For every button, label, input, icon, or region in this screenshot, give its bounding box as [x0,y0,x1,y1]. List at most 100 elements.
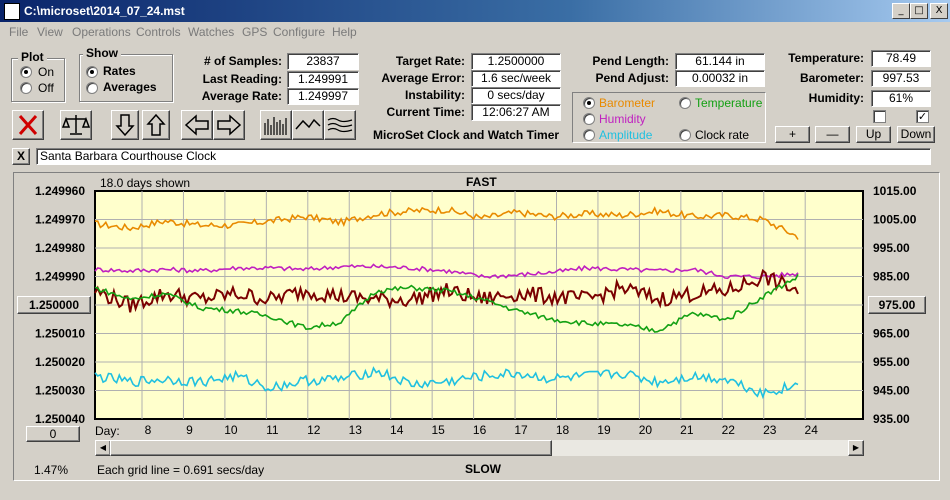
right-axis-tick: 965.00 [873,327,910,341]
sensor-amplitude-label: Amplitude [599,128,653,142]
scale-minus-button[interactable]: — [815,126,850,143]
arrow-right-button[interactable] [213,110,245,140]
x-axis-tick: 19 [597,423,611,437]
menu-configure[interactable]: Configure [273,25,326,39]
days-shown-label: 18.0 days shown [100,176,191,190]
bars-view-button[interactable] [260,110,292,140]
show-group [79,54,173,102]
right-axis-tick: 955.00 [873,355,910,369]
show-group-title: Show [83,46,121,60]
arrow-left-button[interactable] [181,110,213,140]
sensor-temperature-label: Temperature [695,96,763,110]
right-axis-tick: 1005.00 [873,213,917,227]
samples-label: # of Samples: [203,54,282,68]
left-axis-tick: 1.250010 [35,327,85,341]
checkbox-right[interactable]: ✓ [916,110,929,123]
menu-watches[interactable]: Watches [188,25,235,39]
last-reading-label: Last Reading: [202,72,282,86]
average-rate-value: 1.249997 [287,88,359,105]
arrow-down-icon [115,114,135,137]
offset-button[interactable]: 0 [26,426,80,442]
left-axis-tick: 1.250030 [35,384,85,398]
sensor-clock-rate-radio[interactable] [679,129,691,141]
line-view-button[interactable] [292,110,324,140]
right-axis-value-button[interactable]: 975.00 [868,296,926,314]
menu-view[interactable]: View [37,25,63,39]
left-axis-tick: 1.249990 [35,270,85,284]
series-line [94,268,799,313]
x-axis-tick: 14 [390,423,404,437]
clear-name-button[interactable]: X [12,148,30,165]
delete-button[interactable] [12,110,44,140]
scroll-right-icon[interactable]: ▶ [848,440,864,456]
plot-group-title: Plot [18,50,47,64]
window-title: C:\microset\2014_07_24.mst [24,4,185,18]
horizontal-scrollbar[interactable]: ◀ ▶ [95,440,864,456]
sensor-barometer-label: Barometer [599,96,656,110]
x-axis-tick: 11 [266,423,279,437]
last-reading-value: 1.249991 [287,71,359,88]
sensor-temperature-radio[interactable] [679,97,691,109]
instability-value: 0 secs/day [471,87,561,104]
menu-help[interactable]: Help [332,25,357,39]
scale-plus-button[interactable]: + [775,126,810,143]
left-axis-value-button[interactable]: 1.250000 [17,296,91,314]
scale-up-button[interactable]: Up [856,126,891,143]
x-axis-tick: 22 [722,423,736,437]
show-rates-radio[interactable] [86,66,98,78]
checkbox-left[interactable] [873,110,886,123]
pend-length-value: 61.144 in [675,53,765,70]
menu-operations[interactable]: Operations [72,25,131,39]
x-axis-tick: 20 [639,423,653,437]
plot-off-radio[interactable] [20,82,32,94]
x-axis-tick: 16 [473,423,487,437]
maximize-button[interactable]: □ [910,3,928,19]
pend-adjust-label: Pend Adjust: [595,71,669,85]
wave-view-button[interactable] [324,110,356,140]
close-button[interactable]: X [930,3,948,19]
clock-name-input[interactable]: Santa Barbara Courthouse Clock [36,148,931,165]
x-axis-tick: 12 [307,423,321,437]
minimize-button[interactable]: _ [892,3,910,19]
current-time-label: Current Time: [386,105,465,119]
scale-down-button[interactable]: Down [897,126,935,143]
balance-button[interactable] [60,110,92,140]
sensor-barometer-radio[interactable] [583,97,595,109]
arrow-up-button[interactable] [142,110,170,140]
left-axis-tick: 1.249980 [35,241,85,255]
samples-value: 23837 [287,53,359,70]
x-axis-ticks: 8 9 10 11 12 13 14 15 16 17 18 19 20 21 22 23 24 [145,423,819,437]
x-axis-tick: 21 [680,423,694,437]
x-axis-tick: 8 [145,423,152,437]
arrow-down-button[interactable] [111,110,139,140]
show-averages-radio[interactable] [86,82,98,94]
left-axis-tick: 1.250040 [35,412,85,426]
menu-controls[interactable]: Controls [136,25,181,39]
x-axis-tick: 24 [805,423,819,437]
scroll-thumb[interactable] [110,440,552,456]
menu-gps[interactable]: GPS [242,25,268,39]
temperature-value: 78.49 [871,50,931,67]
humidity-value: 61% [871,90,931,107]
chart-panel [13,172,940,481]
average-error-label: Average Error: [381,71,465,85]
sensor-humidity-radio[interactable] [583,113,595,125]
x-axis-tick: 9 [186,423,193,437]
title-bar: C:\microset\2014_07_24.mst _ □ X [0,0,950,22]
sensor-humidity-label: Humidity [599,112,646,126]
right-axis-tick: 1015.00 [873,184,917,198]
target-rate-value[interactable]: 1.2500000 [471,53,561,70]
right-axis-ticks: 1015.001005.00995.00985.00975.00965.0095… [873,184,917,426]
sensor-amplitude-radio[interactable] [583,129,595,141]
plot-on-radio[interactable] [20,66,32,78]
show-rates-label: Rates [103,64,136,78]
scroll-left-icon[interactable]: ◀ [95,440,111,456]
bar-graph-icon [264,117,287,135]
instability-label: Instability: [404,88,465,102]
x-axis-tick: 18 [556,423,570,437]
app-subtitle: MicroSet Clock and Watch Timer [373,128,560,142]
target-rate-label: Target Rate: [395,54,465,68]
menu-file[interactable]: File [9,25,29,39]
balance-scale-icon [61,115,91,135]
